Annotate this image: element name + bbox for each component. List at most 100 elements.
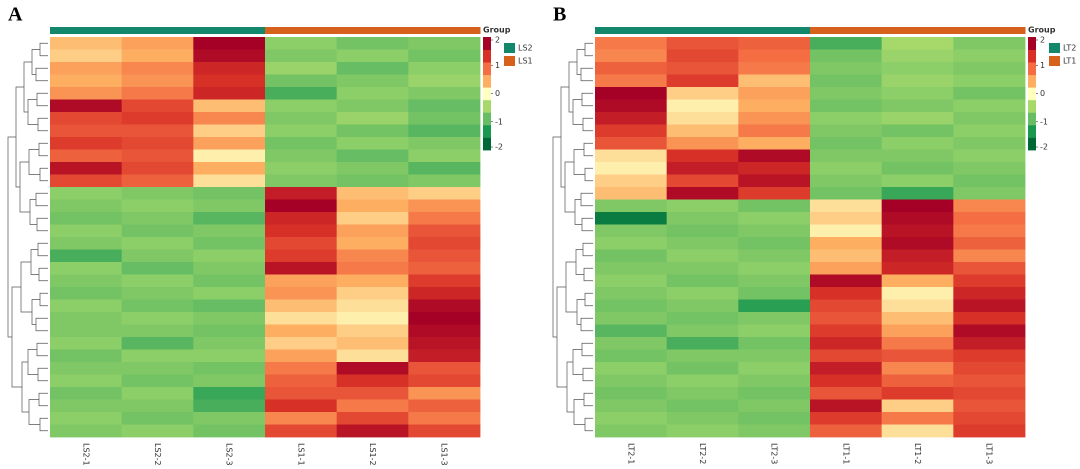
heatmap-cell [336, 299, 409, 313]
legend-label: LS2 [518, 44, 533, 53]
heatmap-cell [595, 237, 668, 250]
heatmap-cell [953, 249, 1026, 263]
panel-label: A [8, 4, 23, 26]
heatmap-cell [595, 387, 668, 400]
heatmap-cell [265, 262, 338, 275]
dendrogram-branch [35, 317, 48, 332]
colorbar-tick-label: 2 [495, 36, 500, 45]
dendrogram-branch [37, 117, 48, 132]
heatmap-cell [50, 212, 123, 225]
heatmap-cell [193, 387, 266, 400]
dendrogram-branch [573, 149, 585, 175]
heatmap-cell [881, 149, 954, 163]
dendrogram-branch [39, 292, 48, 307]
heatmap-cell [810, 237, 883, 250]
heatmap-cell [881, 362, 954, 375]
heatmap-cell [408, 324, 481, 338]
heatmap-cell [953, 324, 1026, 338]
heatmap-cell [666, 224, 739, 238]
heatmap-cell [121, 274, 194, 288]
heatmap-cell [50, 374, 123, 388]
dendrogram-branch [582, 242, 593, 257]
heatmap-cell [121, 299, 194, 313]
heatmap-cell [336, 162, 409, 175]
heatmap-cell [121, 324, 194, 338]
dendrogram-branch [38, 142, 48, 157]
column-label: LS1-3 [440, 443, 449, 466]
heatmap-cell [50, 62, 123, 75]
heatmap-cell [50, 262, 123, 275]
heatmap-cell [50, 74, 123, 88]
heatmap-cell [595, 99, 668, 113]
heatmap-cell [810, 337, 883, 350]
heatmap-cell [336, 424, 409, 438]
heatmap-cell [408, 187, 481, 200]
heatmap-cell [336, 324, 409, 338]
heatmap-cell [121, 99, 194, 113]
heatmap-cell [121, 149, 194, 163]
heatmap-cell [265, 49, 338, 63]
heatmap-cell [738, 87, 811, 100]
heatmap-cell [336, 287, 409, 300]
heatmap-cell [810, 224, 883, 238]
heatmap-cell [265, 99, 338, 113]
heatmap-cell [50, 149, 123, 163]
heatmap-cell [336, 274, 409, 288]
heatmap-cell [666, 187, 739, 200]
heatmap-cell [738, 49, 811, 63]
heatmap-cell [666, 274, 739, 288]
heatmap-cell [336, 262, 409, 275]
heatmap-cell [265, 74, 338, 88]
heatmap-cell [738, 99, 811, 113]
heatmap-cell [738, 337, 811, 350]
heatmap-cell [595, 87, 668, 100]
heatmap-cell [50, 199, 123, 213]
heatmap-cell [738, 387, 811, 400]
heatmap-cell [595, 424, 668, 438]
dendrogram [552, 42, 593, 432]
heatmap-cell [595, 124, 668, 138]
heatmap-cell [265, 224, 338, 238]
legend-swatch [1049, 56, 1060, 66]
heatmap-cell [336, 399, 409, 413]
heatmap-cell [265, 412, 338, 425]
heatmap-cell [50, 224, 123, 238]
heatmap-cell [953, 62, 1026, 75]
heatmap-cell [666, 262, 739, 275]
heatmap-cell [953, 287, 1026, 300]
heatmap-cell [336, 149, 409, 163]
column-label: LT1-1 [841, 443, 850, 464]
heatmap-cell [666, 124, 739, 138]
heatmap-cell [193, 49, 266, 63]
heatmap-cell [881, 237, 954, 250]
heatmap-cell [666, 49, 739, 63]
heatmap-cell [810, 124, 883, 138]
heatmap-cell [193, 137, 266, 150]
heatmap-cell [666, 37, 739, 50]
heatmap-cell [810, 49, 883, 63]
column-label: LS1-1 [296, 443, 305, 466]
dendrogram-branch [552, 136, 561, 338]
heatmap-cell [810, 362, 883, 375]
heatmap-cell [50, 387, 123, 400]
heatmap-cell [738, 324, 811, 338]
heatmap-cell [408, 412, 481, 425]
heatmap-cell [193, 99, 266, 113]
heatmap-cell [408, 49, 481, 63]
heatmap-cell [193, 287, 266, 300]
heatmap-cell [408, 249, 481, 263]
heatmap-cell [265, 62, 338, 75]
heatmap-cell [666, 312, 739, 325]
heatmap-cell [408, 99, 481, 113]
heatmap-cell [50, 112, 123, 125]
group-bar [881, 27, 954, 34]
heatmap-cell [666, 74, 739, 88]
heatmap-cell [193, 162, 266, 175]
heatmap-cell [193, 112, 266, 125]
heatmap-cell [265, 199, 338, 213]
heatmap-cell [265, 274, 338, 288]
heatmap-cell [336, 374, 409, 388]
heatmap-cell [408, 387, 481, 400]
heatmap-cell [738, 149, 811, 163]
dendrogram-branch [583, 392, 593, 407]
